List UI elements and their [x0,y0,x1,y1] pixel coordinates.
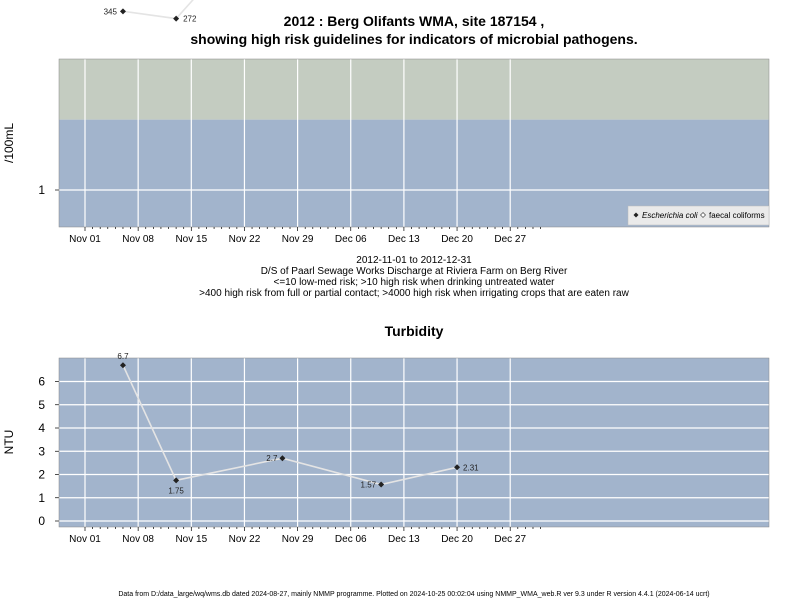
data-label-turbidity: 2.31 [463,463,479,472]
data-point-ecoli [119,8,126,15]
x-tick-label: Dec 13 [388,534,420,545]
data-label-ecoli: 345 [104,7,118,16]
chart2-y-axis-label: NTU [2,430,16,455]
x-tick-label: Nov 08 [122,534,154,545]
chart1-caption: 2012-11-01 to 2012-12-31 D/S of Paarl Se… [199,255,629,299]
chart2-title: Turbidity [385,323,444,339]
plot-frame [58,357,770,528]
data-point-turbidity [119,362,126,369]
chart1-title-line1: 2012 : Berg Olifants WMA, site 187154 , [284,13,545,29]
caption-date-range: 2012-11-01 to 2012-12-31 [356,255,472,266]
x-tick-label: Nov 15 [175,234,207,245]
caption-contact-guideline: >400 high risk from full or partial cont… [199,288,629,299]
plot-frame [58,58,770,228]
footer-note: Data from D:/data_large/wq/wms.db dated … [118,591,709,598]
data-point-turbidity [279,455,286,462]
y-tick-label: 4 [38,421,45,435]
legend-marker-ecoli [633,212,639,218]
data-label-turbidity: 2.7 [266,454,278,463]
x-tick-label: Dec 06 [335,534,367,545]
x-tick-label: Nov 08 [122,234,154,245]
data-point-turbidity [454,464,461,471]
x-tick-label: Nov 29 [282,234,314,245]
chart2-plot-area: 0 1 2 3 4 5 6 Nov 01 Nov 08 Nov 15 Nov 22 Nov 29 Dec… [38,352,770,545]
x-tick-label: Dec 27 [494,234,526,245]
chart1-y-axis-label: /100mL [2,123,16,163]
caption-site: D/S of Paarl Sewage Works Discharge at R… [261,266,568,277]
data-point-ecoli [173,15,180,22]
x-tick-label: Nov 29 [282,534,314,545]
plot-background [59,358,769,527]
y-tick-label: 0 [38,514,45,528]
data-point-turbidity [378,481,385,488]
chart1-legend: Escherichia coli faecal coliforms [627,205,770,226]
x-tick-label: Nov 01 [69,234,101,245]
chart1-title-line2: showing high risk guidelines for indicat… [190,31,637,47]
x-tick-label: Nov 15 [175,534,207,545]
y-tick-label: 5 [38,398,45,412]
legend-label-faecal: faecal coliforms [709,211,765,220]
y-tick-label: 1 [38,491,45,505]
x-tick-label: Nov 22 [229,534,261,545]
y-tick-label: 3 [38,444,45,458]
data-label-turbidity: 1.75 [168,486,184,495]
x-tick-label: Nov 01 [69,534,101,545]
data-point-turbidity [173,477,180,484]
series-line-ecoli [122,0,194,20]
legend-marker-faecal [700,212,706,218]
data-label-ecoli: 272 [183,15,197,24]
x-tick-label: Nov 22 [229,234,261,245]
y-tick-label: 2 [38,468,45,482]
y-tick-label: 6 [38,375,45,389]
legend-label-ecoli: Escherichia coli [642,211,698,220]
x-tick-label: Dec 06 [335,234,367,245]
legend-box [627,205,770,226]
x-tick-label: Dec 27 [494,534,526,545]
data-label-turbidity: 1.57 [361,480,377,489]
guideline-band [59,59,769,120]
y-tick-label: 1 [38,183,45,197]
x-tick-label: Dec 13 [388,234,420,245]
data-label-turbidity: 6.7 [117,352,129,361]
caption-drinking-guideline: <=10 low-med risk; >10 high risk when dr… [274,277,556,288]
x-tick-label: Dec 20 [441,234,473,245]
x-tick-label: Dec 20 [441,534,473,545]
